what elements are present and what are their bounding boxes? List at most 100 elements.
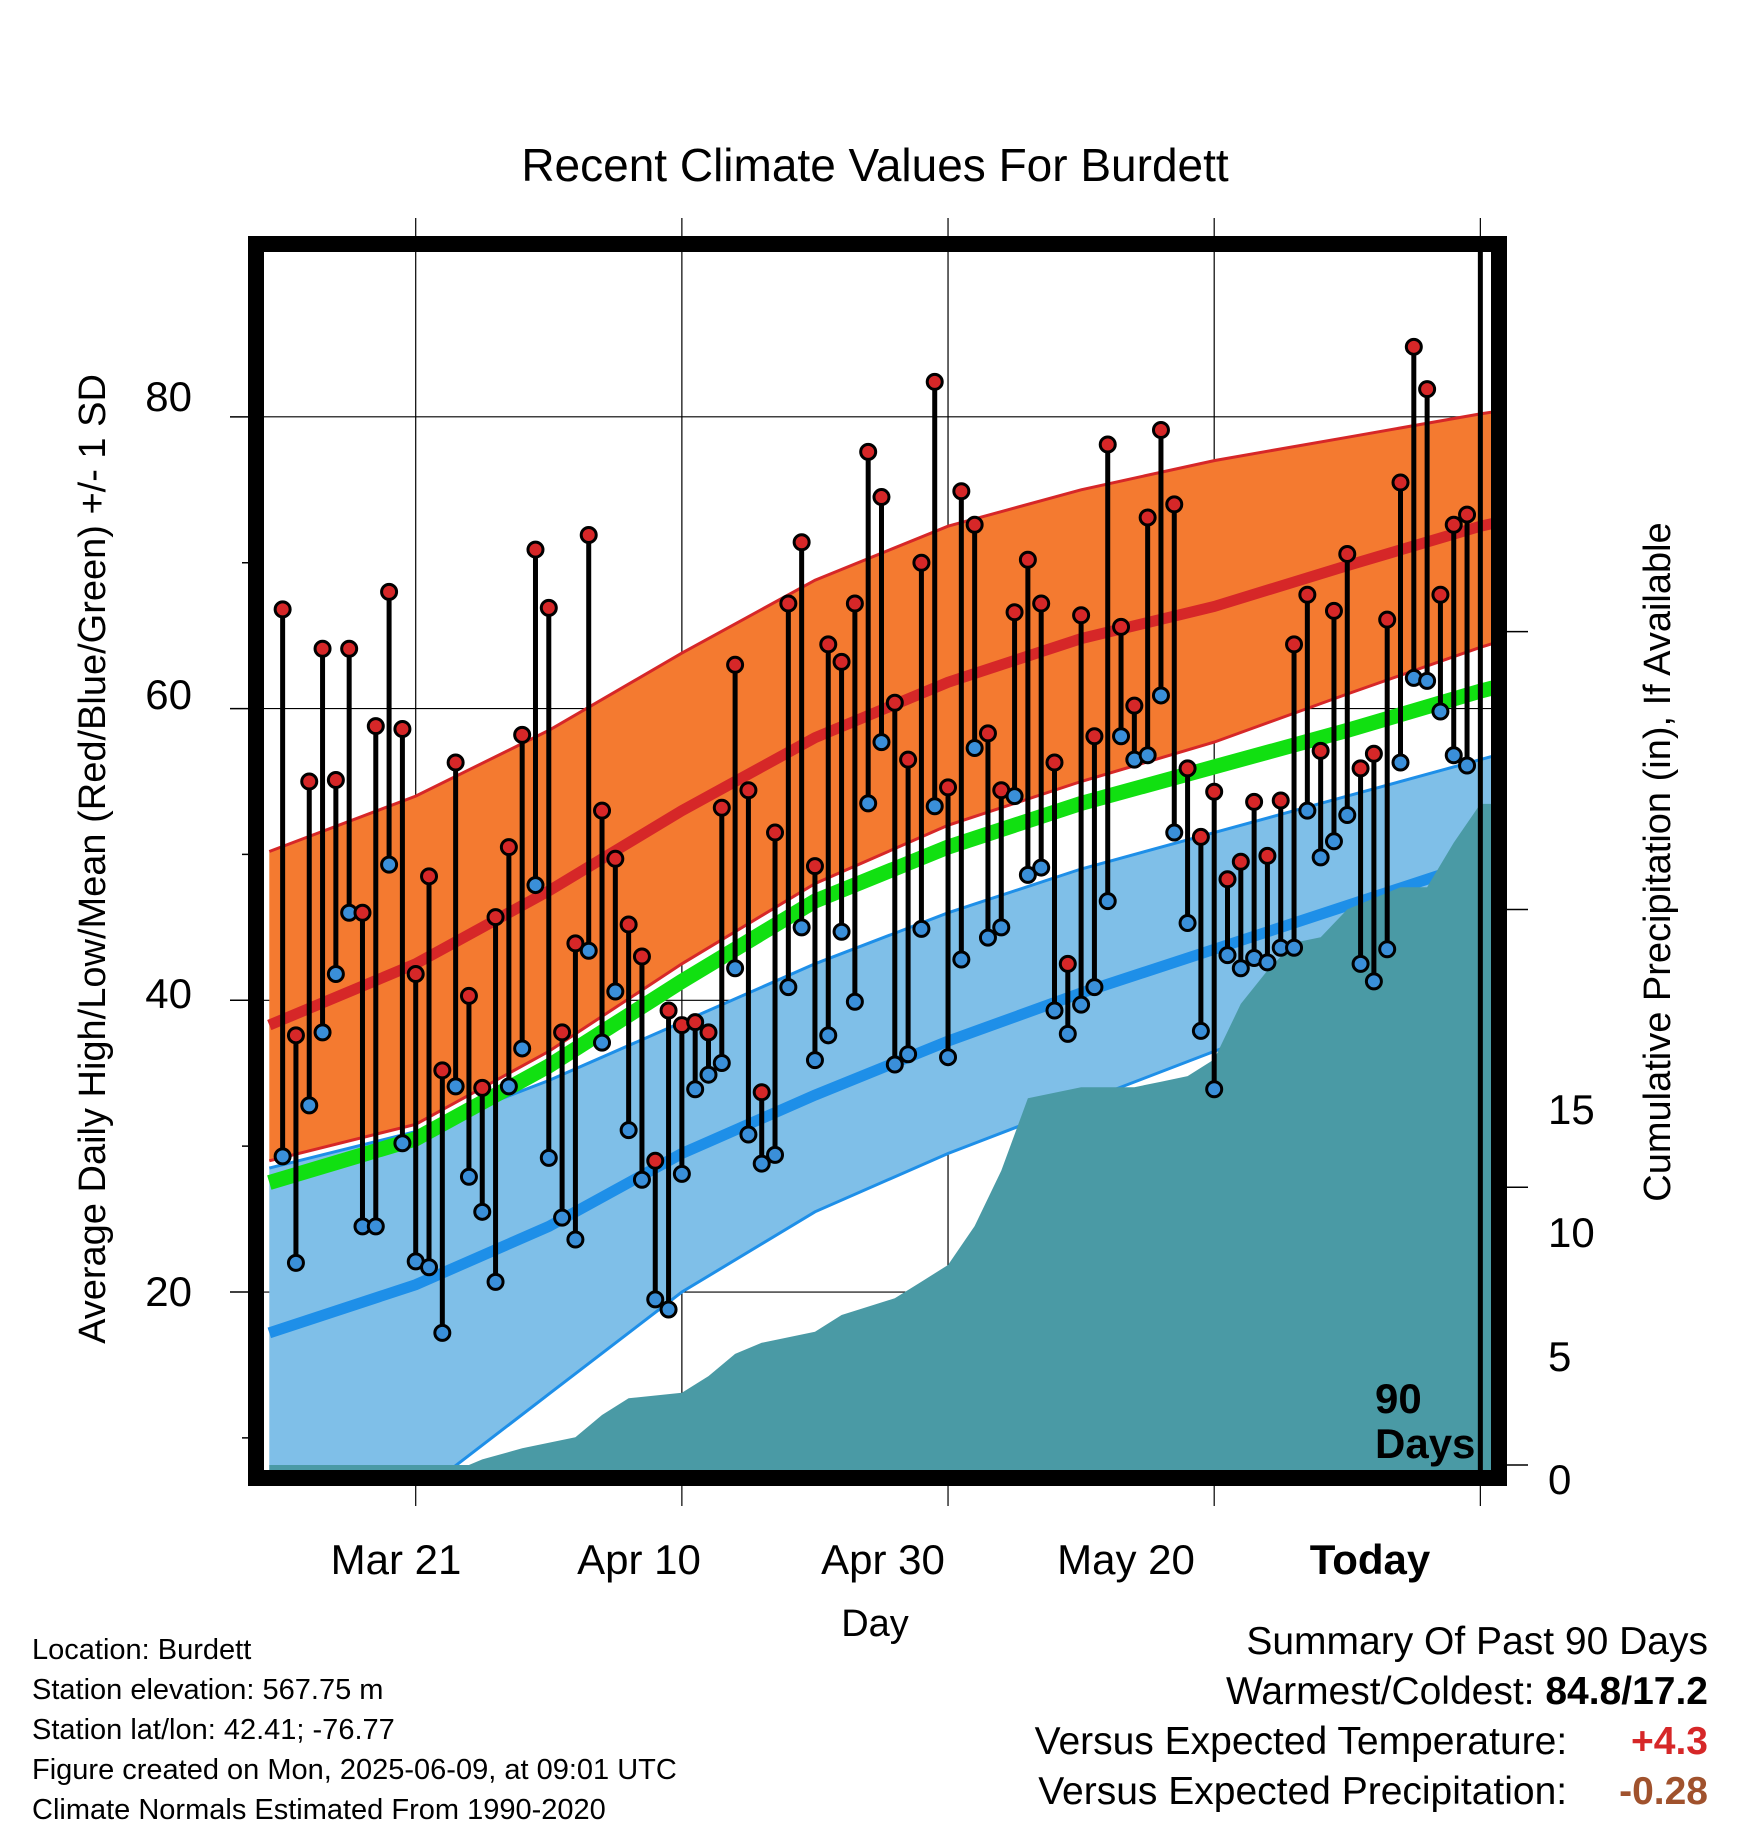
daily-high-point: [526, 540, 545, 559]
y2-axis: 0 5 10 15: [1548, 1086, 1595, 1503]
daily-high-point: [872, 488, 891, 507]
daily-low-point: [992, 918, 1011, 937]
daily-high-point: [1138, 508, 1157, 527]
daily-high-point: [1005, 603, 1024, 622]
daily-high-point: [1298, 585, 1317, 604]
x-tick-label: Apr 10: [577, 1536, 701, 1583]
daily-high-point: [1338, 544, 1357, 563]
y2-tick-label: 0: [1548, 1456, 1571, 1503]
daily-high-point: [499, 838, 518, 857]
warm-cold-value: 84.8/17.2: [1545, 1670, 1708, 1713]
daily-low-point: [526, 876, 545, 895]
x-tick-label: Apr 30: [821, 1536, 945, 1583]
daily-high-point: [792, 533, 811, 552]
daily-high-point: [925, 372, 944, 391]
daily-high-point: [433, 1061, 452, 1080]
summary-title: Summary Of Past 90 Days: [1246, 1620, 1708, 1663]
daily-high-point: [845, 594, 864, 613]
daily-high-point: [686, 1013, 705, 1032]
daily-low-point: [1138, 746, 1157, 765]
daily-high-point: [1404, 337, 1423, 356]
latlon-text: Station lat/lon: 42.41; -76.77: [32, 1714, 395, 1746]
daily-high-point: [1072, 606, 1091, 625]
daily-low-point: [1338, 806, 1357, 825]
high-mean-line: [267, 518, 1491, 1031]
daily-high-point: [885, 693, 904, 712]
low-normal-band: [269, 756, 1491, 1470]
daily-low-point: [1151, 686, 1170, 705]
daily-low-point: [832, 922, 851, 941]
daily-low-point: [1178, 913, 1197, 932]
daily-high-point: [539, 598, 558, 617]
daily-low-point: [619, 1121, 638, 1140]
daily-high-point: [726, 655, 745, 674]
daily-high-point: [406, 965, 425, 984]
y-tick-label: 80: [145, 373, 192, 420]
precip-label: Versus Expected Precipitation:: [1038, 1770, 1568, 1813]
daily-low-point: [912, 919, 931, 938]
daily-low-point: [273, 1147, 292, 1166]
daily-high-point: [939, 778, 958, 797]
daily-high-point: [779, 594, 798, 613]
daily-low-point: [646, 1290, 665, 1309]
daily-low-point: [1072, 995, 1091, 1014]
daily-high-point: [579, 525, 598, 544]
temp-value: +4.3: [1631, 1720, 1708, 1763]
daily-low-point: [459, 1167, 478, 1186]
daily-high-point: [1058, 954, 1077, 973]
daily-low-point: [1231, 959, 1250, 978]
daily-high-point: [766, 823, 785, 842]
daily-low-point: [699, 1065, 718, 1084]
daily-high-point: [1364, 744, 1383, 763]
warm-cold-label: Warmest/Coldest:: [1226, 1670, 1535, 1713]
daily-high-point: [273, 600, 292, 619]
daily-low-point: [1324, 832, 1343, 851]
daily-low-point: [1258, 953, 1277, 972]
daily-low-point: [766, 1145, 785, 1164]
daily-low-point: [1112, 727, 1131, 746]
precip-row: Versus Expected Precipitation: -0.28: [1035, 1767, 1708, 1817]
daily-range-bars: [280, 346, 1470, 1333]
daily-high-point: [1112, 617, 1131, 636]
daily-high-point: [978, 724, 997, 743]
daily-high-point: [712, 798, 731, 817]
daily-high-point: [486, 908, 505, 927]
daily-low-point: [326, 965, 345, 984]
daily-high-point: [805, 857, 824, 876]
daily-high-point: [366, 717, 385, 736]
daily-high-point: [819, 635, 838, 654]
daily-low-point: [965, 738, 984, 757]
daily-low-point: [446, 1077, 465, 1096]
x-tick-label-today: Today: [1310, 1536, 1431, 1583]
daily-high-point: [420, 867, 439, 886]
today-days-label: Days: [1375, 1420, 1475, 1467]
daily-low-point: [1418, 671, 1437, 690]
precipitation-area: [269, 803, 1491, 1470]
daily-high-point: [832, 652, 851, 671]
daily-high-point: [553, 1023, 572, 1042]
precip-value: -0.28: [1619, 1770, 1708, 1813]
created-text: Figure created on Mon, 2025-06-09, at 09…: [32, 1754, 677, 1786]
daily-low-point: [1005, 787, 1024, 806]
daily-low-point: [1205, 1080, 1224, 1099]
high-upper-line: [268, 410, 1491, 853]
y-tick-label: 60: [145, 671, 192, 718]
daily-high-point: [1085, 727, 1104, 746]
daily-low-point: [366, 1217, 385, 1236]
daily-low-point: [433, 1323, 452, 1342]
daily-high-point: [646, 1151, 665, 1170]
daily-low-point: [712, 1054, 731, 1073]
today-marker: 90 Days: [1375, 252, 1483, 1470]
daily-low-point: [792, 918, 811, 937]
daily-high-point: [1245, 792, 1264, 811]
x-axis-title: Day: [841, 1603, 909, 1645]
daily-high-point: [300, 772, 319, 791]
daily-low-point: [1378, 940, 1397, 959]
y-axis: 20 40 60 80: [145, 373, 192, 1315]
daily-high-point: [513, 725, 532, 744]
daily-high-point: [1311, 741, 1330, 760]
daily-low-point: [579, 941, 598, 960]
daily-high-point: [566, 934, 585, 953]
daily-low-point: [393, 1134, 412, 1153]
daily-high-point: [1032, 594, 1051, 613]
